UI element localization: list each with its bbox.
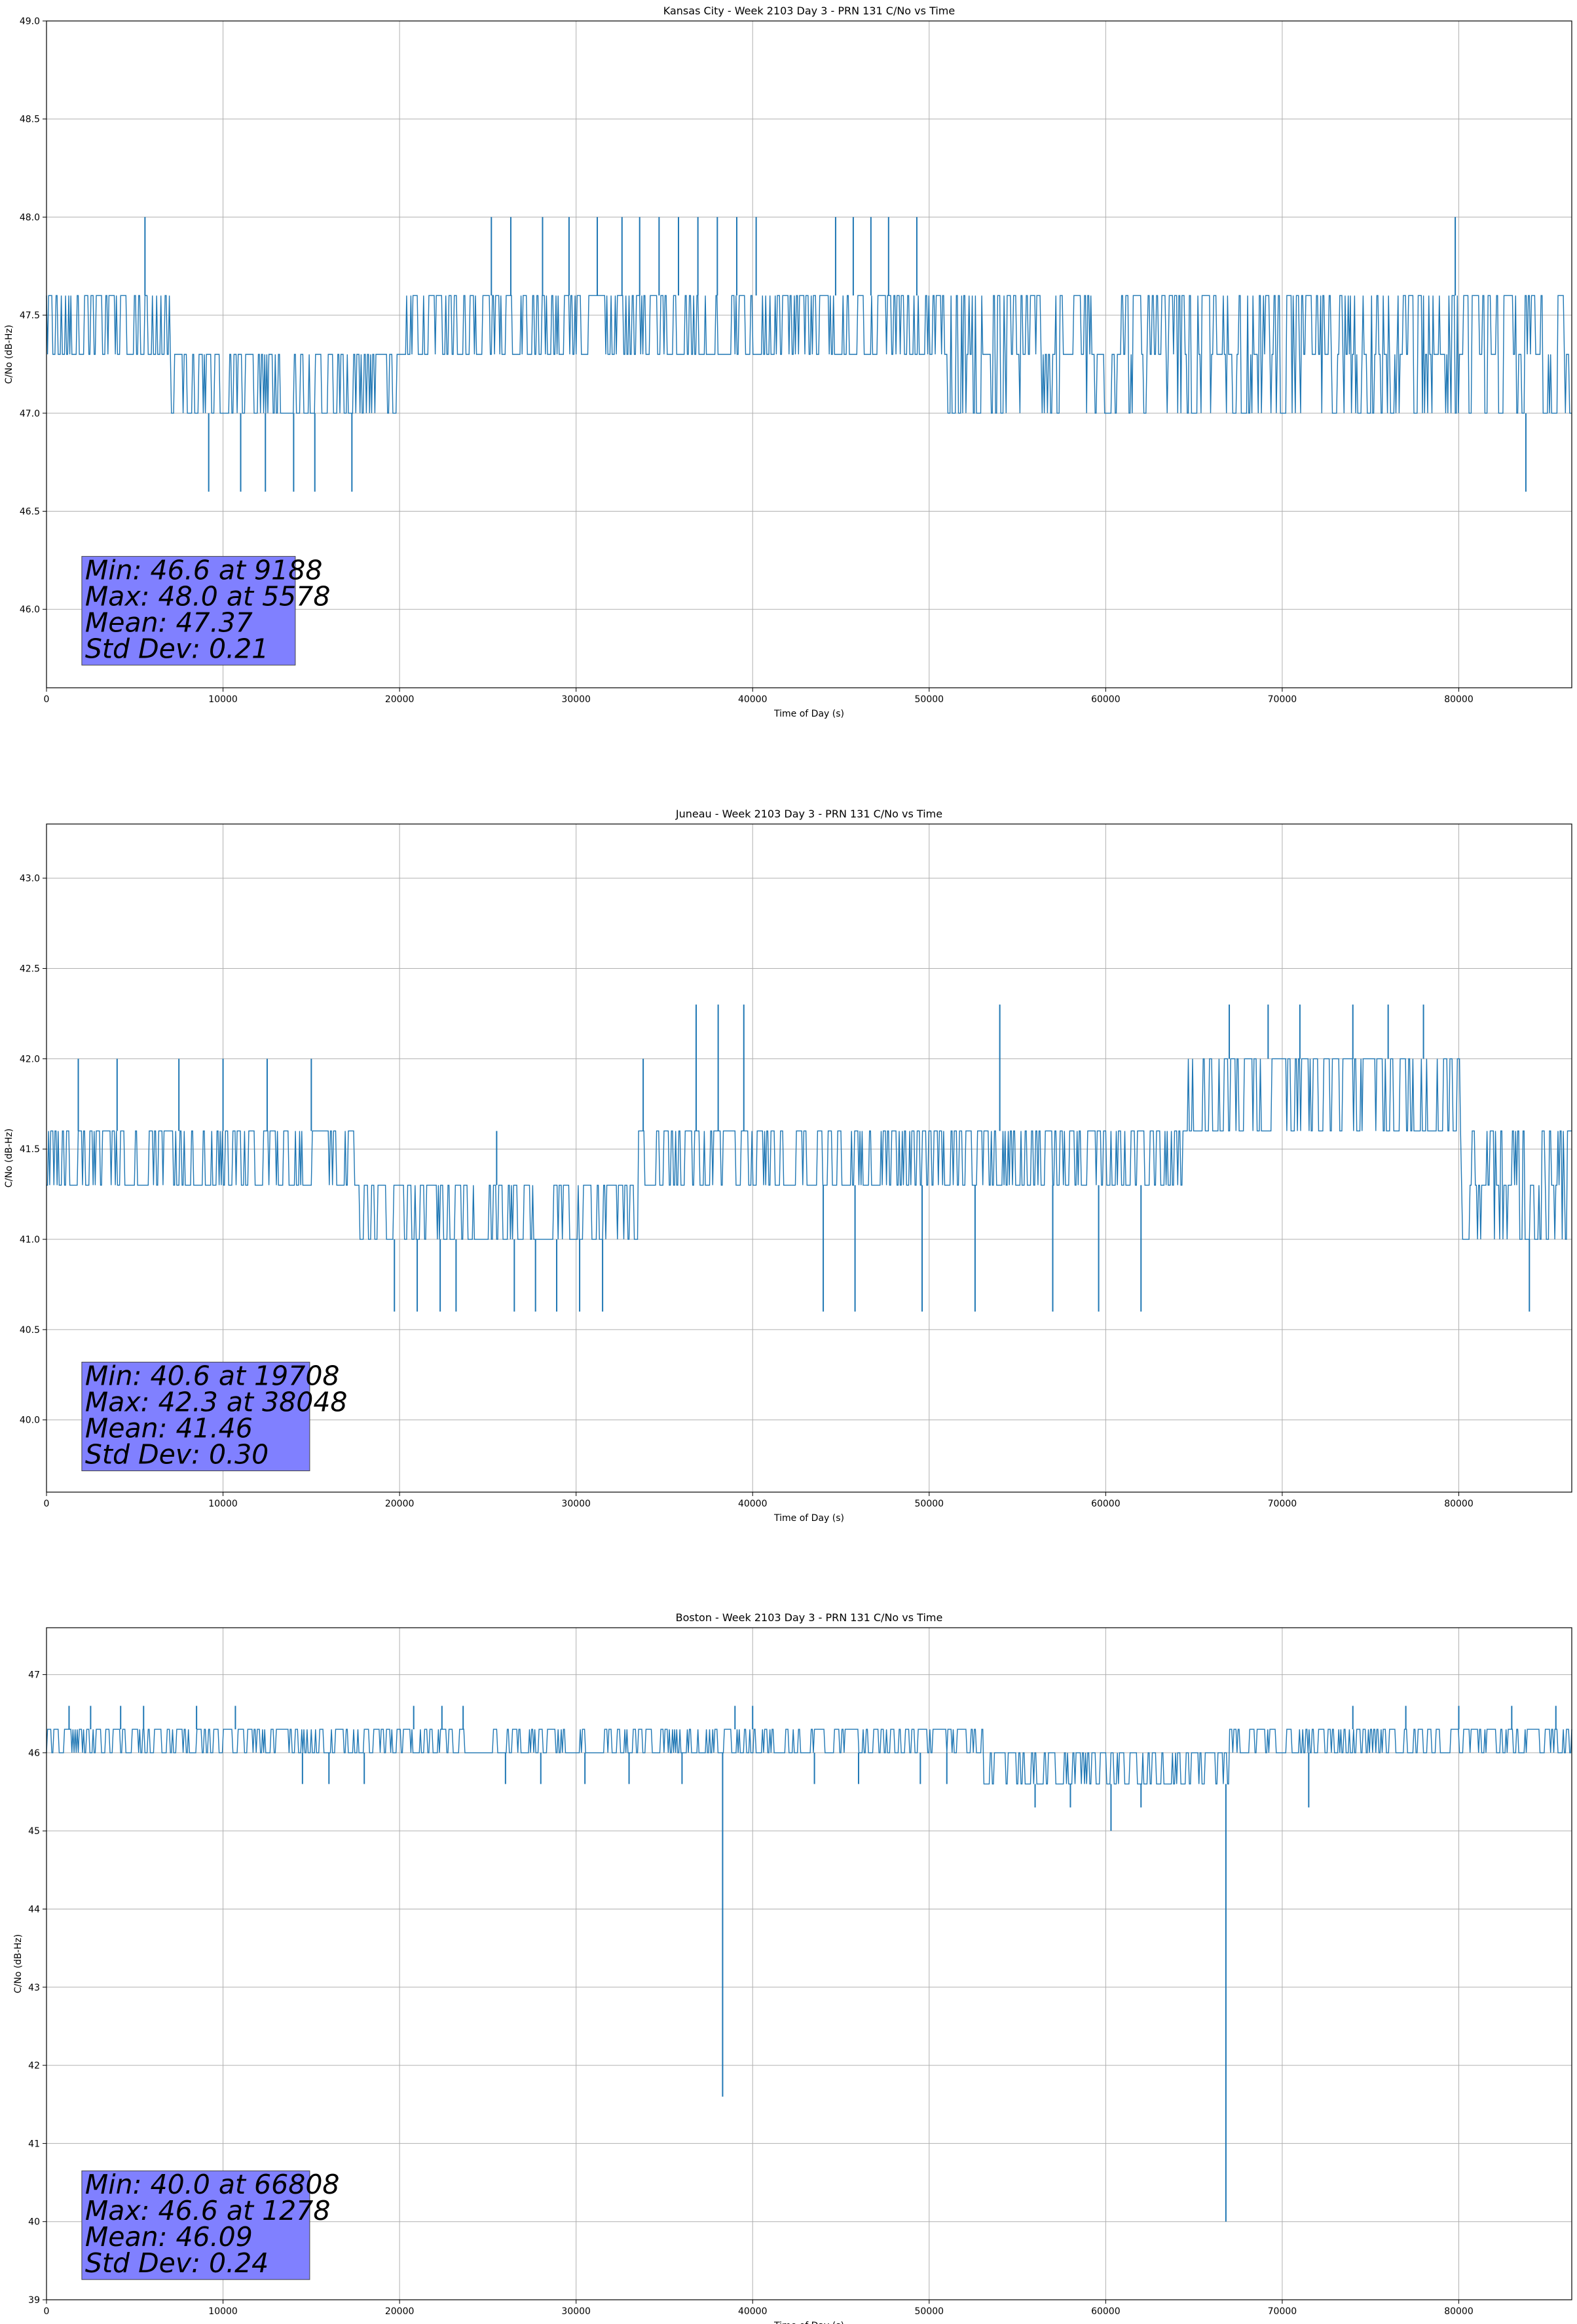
axes-frame <box>46 20 1572 688</box>
x-tick-label: 20000 <box>385 2306 415 2317</box>
stats-text-line: Mean: 46.09 <box>85 2221 253 2253</box>
x-tick-label: 30000 <box>561 2306 591 2317</box>
y-tick-label: 47.0 <box>20 409 40 419</box>
x-tick-label: 0 <box>44 1499 50 1509</box>
y-tick-label: 44 <box>28 1904 40 1915</box>
x-tick-label: 40000 <box>738 694 768 705</box>
y-tick-label: 39 <box>28 2295 40 2306</box>
stats-text-line: Mean: 41.46 <box>85 1413 253 1444</box>
x-tick-label: 80000 <box>1444 694 1474 705</box>
y-tick-label: 42.5 <box>20 964 40 975</box>
x-tick-label: 40000 <box>738 2306 768 2317</box>
y-tick-label: 47.5 <box>20 310 40 321</box>
x-tick-label: 10000 <box>208 1499 238 1509</box>
x-tick-label: 30000 <box>561 1499 591 1509</box>
y-tick-label: 41 <box>28 2139 40 2149</box>
x-tick-label: 80000 <box>1444 1499 1474 1509</box>
x-axis-label: Time of Day (s) <box>773 1513 844 1524</box>
y-tick-label: 43 <box>28 1983 40 1993</box>
y-tick-label: 41.0 <box>20 1235 40 1245</box>
y-tick-label: 45 <box>28 1826 40 1837</box>
stats-text-line: Mean: 47.37 <box>85 607 253 638</box>
y-tick-label: 42 <box>28 2061 40 2071</box>
y-tick-label: 40 <box>28 2217 40 2228</box>
y-tick-label: 46.0 <box>20 605 40 615</box>
y-tick-label: 42.0 <box>20 1054 40 1064</box>
x-tick-label: 60000 <box>1091 1499 1121 1509</box>
x-tick-label: 10000 <box>208 694 238 705</box>
stats-text-line: Std Dev: 0.30 <box>85 1439 269 1471</box>
stats-text-line: Max: 46.6 at 1278 <box>85 2195 331 2226</box>
y-tick-label: 41.5 <box>20 1144 40 1155</box>
x-tick-label: 20000 <box>385 694 415 705</box>
y-tick-label: 48.0 <box>20 212 40 223</box>
stats-text-line: Std Dev: 0.21 <box>85 633 269 664</box>
chart-panel-3: Boston - Week 2103 Day 3 - PRN 131 C/No … <box>13 1611 1572 2324</box>
y-axis-label: C/No (dB-Hz) <box>4 325 14 384</box>
chart-title: Boston - Week 2103 Day 3 - PRN 131 C/No … <box>676 1611 943 1624</box>
series-line <box>46 1058 1572 1240</box>
x-tick-label: 70000 <box>1268 1499 1297 1509</box>
stats-text-line: Std Dev: 0.24 <box>85 2247 269 2279</box>
stats-text-line: Min: 40.6 at 19708 <box>85 1360 340 1392</box>
x-axis-label: Time of Day (s) <box>773 2321 844 2324</box>
stats-text-line: Min: 40.0 at 66808 <box>85 2169 340 2200</box>
x-tick-label: 60000 <box>1091 2306 1121 2317</box>
stats-text-line: Min: 46.6 at 9188 <box>85 554 323 586</box>
axes-frame <box>46 823 1572 1493</box>
x-tick-label: 30000 <box>561 694 591 705</box>
stats-text-line: Max: 42.3 at 38048 <box>85 1387 348 1418</box>
x-axis-label: Time of Day (s) <box>773 709 844 719</box>
x-tick-label: 20000 <box>385 1499 415 1509</box>
x-tick-label: 50000 <box>915 694 944 705</box>
x-tick-label: 70000 <box>1268 694 1297 705</box>
x-tick-label: 70000 <box>1268 2306 1297 2317</box>
x-tick-label: 50000 <box>915 2306 944 2317</box>
y-tick-label: 43.0 <box>20 874 40 884</box>
x-tick-label: 80000 <box>1444 2306 1474 2317</box>
x-tick-label: 50000 <box>915 1499 944 1509</box>
y-axis-label: C/No (dB-Hz) <box>4 1129 14 1188</box>
stats-text-line: Max: 48.0 at 5578 <box>85 580 331 612</box>
series-line <box>46 1729 1572 1785</box>
series-line <box>46 295 1572 414</box>
stats-box <box>81 2170 310 2280</box>
y-tick-label: 48.5 <box>20 115 40 125</box>
y-tick-label: 46.5 <box>20 507 40 517</box>
stats-box <box>81 555 296 665</box>
x-tick-label: 0 <box>44 694 50 705</box>
y-axis-label: C/No (dB-Hz) <box>13 1934 24 1993</box>
y-tick-label: 49.0 <box>20 16 40 27</box>
chart-title: Kansas City - Week 2103 Day 3 - PRN 131 … <box>663 5 955 17</box>
y-tick-label: 40.5 <box>20 1325 40 1336</box>
stats-box <box>81 1362 310 1472</box>
chart-panel-1: Kansas City - Week 2103 Day 3 - PRN 131 … <box>4 5 1572 719</box>
x-tick-label: 10000 <box>208 2306 238 2317</box>
y-tick-label: 47 <box>28 1670 40 1681</box>
chart-title: Juneau - Week 2103 Day 3 - PRN 131 C/No … <box>675 808 942 820</box>
chart-panel-2: Juneau - Week 2103 Day 3 - PRN 131 C/No … <box>4 808 1572 1524</box>
x-tick-label: 60000 <box>1091 694 1121 705</box>
x-tick-label: 40000 <box>738 1499 768 1509</box>
y-tick-label: 40.0 <box>20 1415 40 1426</box>
axes-frame <box>46 1627 1572 2300</box>
x-tick-label: 0 <box>44 2306 50 2317</box>
y-tick-label: 46 <box>28 1748 40 1759</box>
